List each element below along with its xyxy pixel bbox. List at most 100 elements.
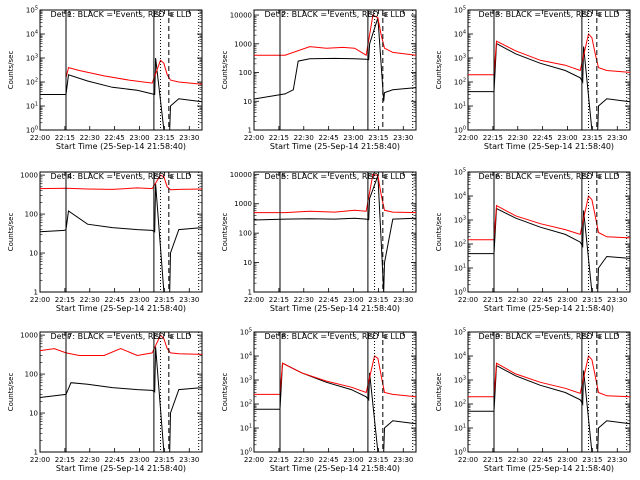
marker-label: E <box>170 173 174 181</box>
marker-label: P <box>67 333 71 341</box>
y-tick-label: 1000 <box>234 200 252 208</box>
series-line <box>253 175 417 293</box>
chart-title: Det 9: BLACK = Events, RED = LLD <box>479 332 620 341</box>
x-axis-label: Start Time (25-Sep-14 21:58:40) <box>484 142 614 151</box>
series-line <box>254 362 417 453</box>
plot-frame <box>467 171 631 293</box>
chart-title: Det 1: BLACK = Events, RED = LLD <box>51 10 192 19</box>
marker-label: P <box>67 11 71 19</box>
x-tick-label: 22:15 <box>483 296 503 304</box>
chart-title: Det 7: BLACK = Events, RED = LLD <box>51 332 192 341</box>
y-tick-label: 100 <box>240 448 252 457</box>
y-tick-label: 100 <box>454 288 466 297</box>
y-tick-label: 1000 <box>234 40 252 48</box>
x-tick-label: 22:00 <box>244 134 264 142</box>
y-tick-label: 103 <box>454 216 466 225</box>
x-tick-label: 23:30 <box>393 456 413 464</box>
x-tick-label: 22:45 <box>319 134 339 142</box>
series-line <box>40 57 203 131</box>
x-tick-label: 23:15 <box>582 456 602 464</box>
y-tick-label: 105 <box>240 328 252 337</box>
series-line <box>468 32 631 76</box>
marker-label: P <box>495 173 499 181</box>
y-tick-label: 103 <box>26 54 38 63</box>
marker-label: S <box>583 11 588 19</box>
y-tick-label: 104 <box>454 352 466 361</box>
chart-title: Det 6: BLACK = Events, RED = LLD <box>479 172 620 181</box>
y-axis-label: Counts/sec <box>221 51 229 90</box>
x-tick-label: 23:00 <box>557 456 577 464</box>
x-axis-label: Start Time (25-Sep-14 21:58:40) <box>270 304 400 313</box>
y-tick-label: 103 <box>454 376 466 385</box>
y-tick-label: 101 <box>454 102 466 111</box>
x-tick-label: 22:00 <box>30 296 50 304</box>
plot-frame <box>39 171 203 293</box>
y-axis-label: Counts/sec <box>221 213 229 252</box>
chart-title: Det 4: BLACK = Events, RED = LLD <box>51 172 192 181</box>
x-tick-label: 22:45 <box>319 456 339 464</box>
x-tick-label: 22:30 <box>508 134 528 142</box>
marker-label: E <box>384 11 388 19</box>
marker-label: E <box>598 333 602 341</box>
y-tick-label: 10 <box>243 98 252 106</box>
y-tick-label: 103 <box>240 376 252 385</box>
y-axis-label: Counts/sec <box>221 373 229 412</box>
x-tick-label: 23:15 <box>154 456 174 464</box>
marker-label: E <box>598 173 602 181</box>
x-axis-label: Start Time (25-Sep-14 21:58:40) <box>270 464 400 473</box>
x-tick-label: 23:00 <box>343 456 363 464</box>
x-tick-label: 22:30 <box>294 456 314 464</box>
x-tick-label: 23:00 <box>343 296 363 304</box>
plot-frame <box>253 171 417 293</box>
y-axis-label: Counts/sec <box>435 213 443 252</box>
marker-label: S <box>583 333 588 341</box>
x-tick-label: 23:30 <box>179 296 199 304</box>
x-tick-label: 22:30 <box>80 134 100 142</box>
plot-frame <box>467 331 631 453</box>
marker-label: S <box>369 333 374 341</box>
x-tick-label: 22:45 <box>533 456 553 464</box>
x-tick-label: 23:15 <box>368 134 388 142</box>
marker-label: P <box>281 333 285 341</box>
series-line <box>254 355 417 398</box>
plot-frame <box>253 9 417 131</box>
x-tick-label: 23:30 <box>607 456 627 464</box>
x-tick-label: 22:00 <box>244 456 264 464</box>
y-tick-label: 102 <box>454 78 466 87</box>
x-tick-label: 23:15 <box>582 296 602 304</box>
marker-label: E <box>384 173 388 181</box>
y-tick-label: 100 <box>26 126 38 135</box>
x-tick-label: 23:00 <box>343 134 363 142</box>
x-tick-label: 22:15 <box>269 296 289 304</box>
x-tick-label: 22:45 <box>105 296 125 304</box>
y-tick-label: 100 <box>25 371 38 379</box>
y-axis-label: Counts/sec <box>7 51 15 90</box>
y-tick-label: 10 <box>243 259 252 267</box>
x-tick-label: 23:15 <box>154 134 174 142</box>
series-line <box>468 194 631 241</box>
x-tick-label: 22:45 <box>533 296 553 304</box>
series-line <box>254 14 417 57</box>
y-tick-label: 100 <box>25 211 38 219</box>
y-axis-label: Counts/sec <box>7 373 15 412</box>
x-tick-label: 22:15 <box>55 296 75 304</box>
x-tick-label: 22:15 <box>483 456 503 464</box>
y-tick-label: 104 <box>26 30 38 39</box>
x-tick-label: 23:30 <box>179 134 199 142</box>
chart-panel: 22:00 22:15 22:30 22:45 23:00 23:15 23:30 1 10 10… <box>221 9 417 151</box>
series-line <box>468 42 631 131</box>
x-tick-label: 23:00 <box>129 296 149 304</box>
marker-label: P <box>67 173 71 181</box>
x-axis-label: Start Time (25-Sep-14 21:58:40) <box>484 304 614 313</box>
marker-label: S <box>583 173 588 181</box>
chart-title: Det 2: BLACK = Events, RED = LLD <box>265 10 406 19</box>
y-tick-label: 104 <box>240 352 252 361</box>
x-tick-label: 22:30 <box>294 134 314 142</box>
y-tick-label: 100 <box>454 126 466 135</box>
y-tick-label: 10000 <box>230 12 252 20</box>
chart-panel: 22:00 22:15 22:30 22:45 23:00 23:15 23:30 100 10… <box>435 168 631 313</box>
y-tick-label: 1000 <box>20 332 38 340</box>
series-line <box>468 354 631 398</box>
chart-panel: 22:00 22:15 22:30 22:45 23:00 23:15 23:30 1 10 10… <box>7 331 203 473</box>
marker-label: S <box>369 173 374 181</box>
